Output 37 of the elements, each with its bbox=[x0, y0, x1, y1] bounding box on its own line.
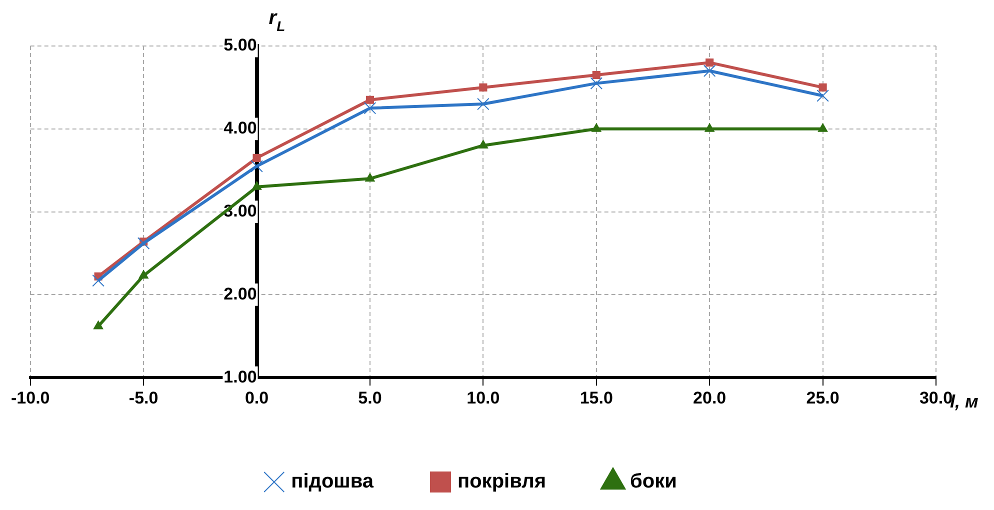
point bbox=[706, 58, 714, 67]
legend-label: покрівля bbox=[458, 470, 546, 493]
x-tick-label: 20.0 bbox=[693, 388, 726, 408]
x-tick-label: 10.0 bbox=[466, 388, 500, 408]
y-tick-label: 2.00 bbox=[224, 284, 257, 304]
point bbox=[479, 83, 488, 92]
point bbox=[818, 83, 827, 92]
point bbox=[364, 102, 376, 114]
point bbox=[252, 181, 262, 190]
y-tick-label: 4.00 bbox=[224, 118, 257, 138]
x-tick-label: 5.0 bbox=[358, 388, 382, 408]
x-tick-label: 0.0 bbox=[244, 388, 269, 408]
point bbox=[366, 96, 374, 104]
legend-label: підошва bbox=[291, 470, 374, 493]
point bbox=[252, 154, 261, 162]
x-tick-label: 15.0 bbox=[580, 388, 613, 408]
point bbox=[478, 140, 488, 148]
point bbox=[92, 274, 104, 287]
point bbox=[250, 160, 263, 172]
x-tick-label: 25.0 bbox=[806, 388, 840, 408]
point bbox=[592, 70, 600, 80]
point bbox=[138, 270, 148, 279]
point bbox=[590, 77, 603, 90]
point bbox=[704, 123, 714, 132]
legend-label: боки bbox=[630, 470, 677, 493]
point bbox=[816, 90, 829, 102]
point bbox=[592, 123, 602, 132]
y-tick-label: 5.00 bbox=[224, 36, 257, 55]
point bbox=[818, 123, 828, 132]
x-tick-label: -5.0 bbox=[128, 388, 158, 408]
point bbox=[365, 173, 375, 182]
point bbox=[703, 64, 716, 78]
point bbox=[93, 320, 104, 330]
x-tick-label: -10.0 bbox=[11, 388, 50, 408]
y-tick-label: 1.00 bbox=[224, 367, 257, 386]
x-axis-title: l, м bbox=[950, 392, 978, 412]
point bbox=[477, 98, 490, 110]
